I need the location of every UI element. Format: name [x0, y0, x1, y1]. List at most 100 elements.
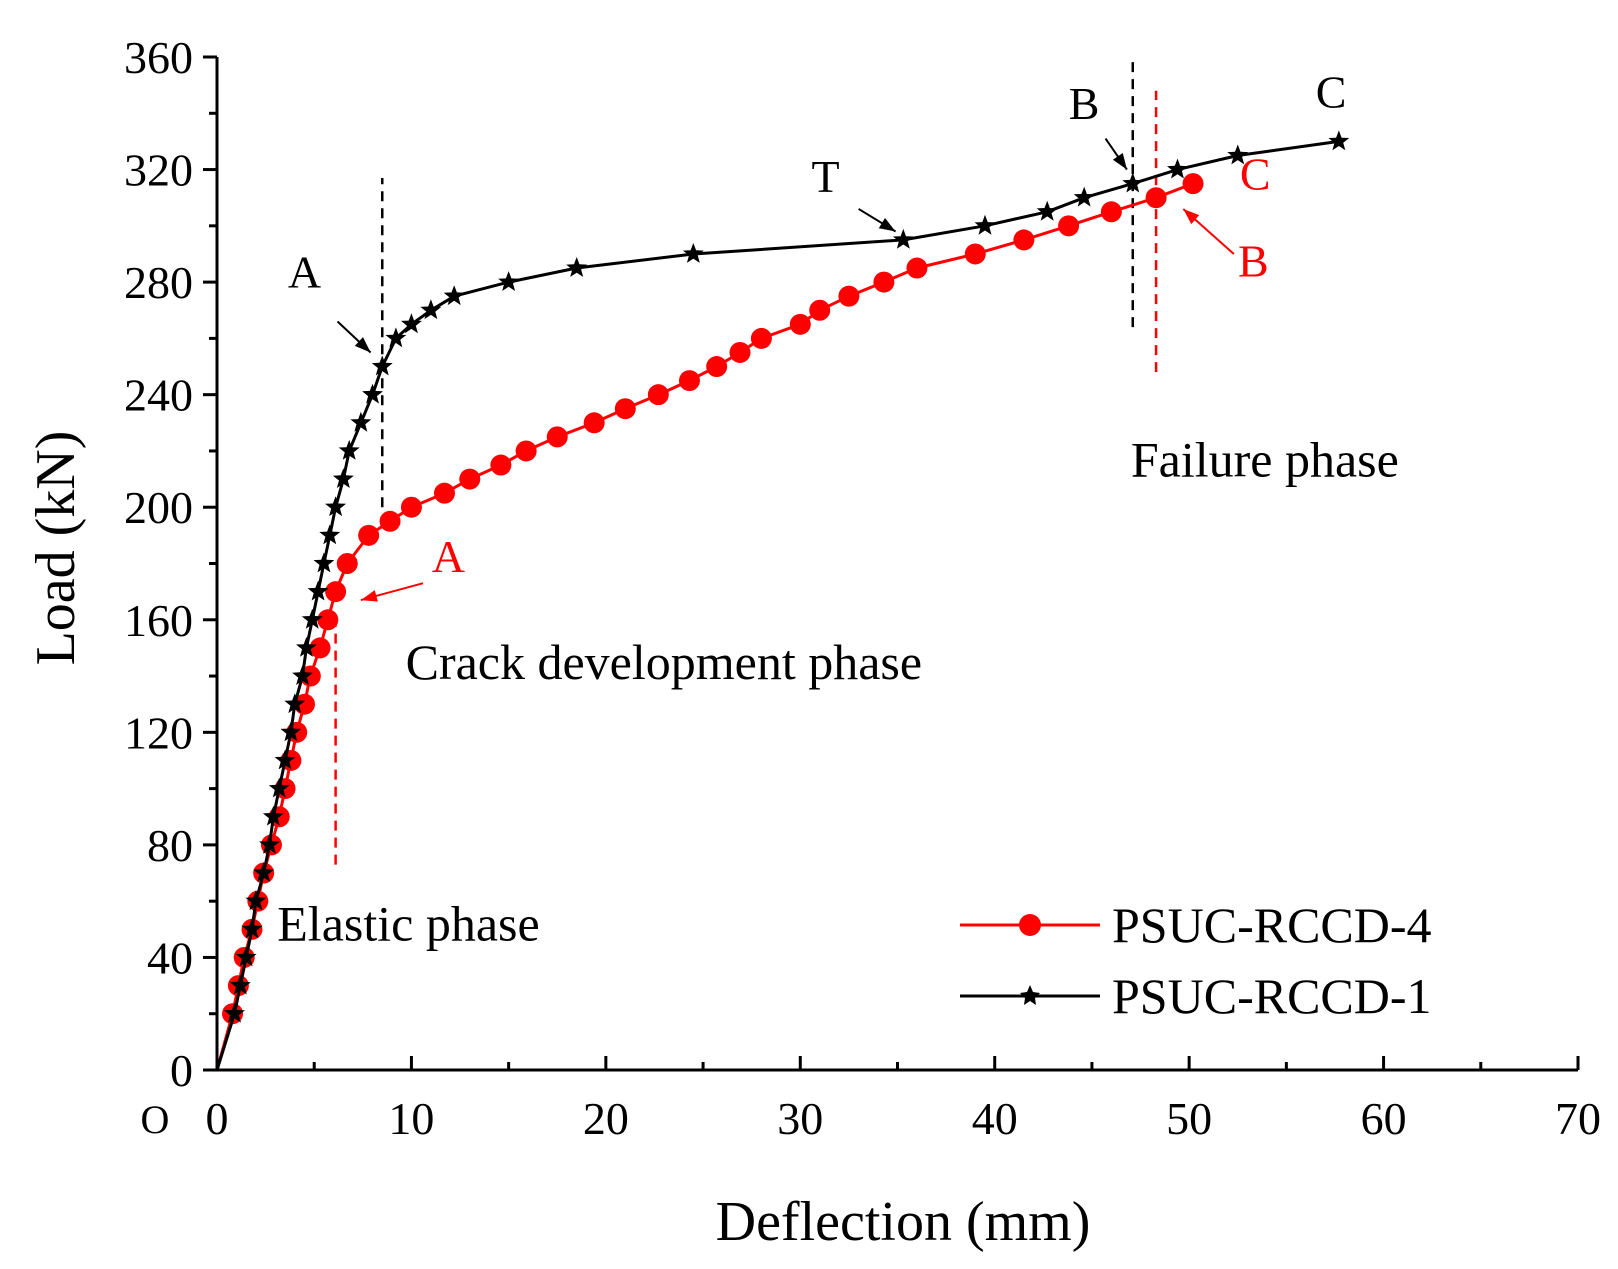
y-tick-label: 280 [124, 257, 193, 308]
data-point [433, 482, 455, 504]
data-point [262, 805, 284, 826]
data-point [750, 327, 772, 349]
legend: PSUC-RCCD-4 PSUC-RCCD-1 [960, 897, 1432, 1024]
data-point [974, 214, 996, 235]
x-tick-label: 0 [206, 1093, 229, 1144]
data-point [245, 890, 267, 911]
data-point [1227, 144, 1249, 165]
y-tick-label: 200 [124, 482, 193, 533]
data-point [1122, 172, 1144, 193]
data-point [682, 243, 704, 263]
y-tick-label: 40 [147, 932, 193, 983]
x-tick-label: 40 [972, 1093, 1018, 1144]
data-point [229, 974, 251, 995]
series-psuc-rccd-1 [215, 130, 1350, 1071]
data-point [317, 609, 339, 631]
data-point [1100, 201, 1122, 223]
legend-marker-circle [1019, 914, 1041, 936]
data-point [1182, 173, 1204, 195]
data-point [332, 468, 354, 488]
data-point [274, 749, 296, 770]
data-point [1073, 186, 1095, 207]
data-point [325, 496, 347, 517]
phase-label: Elastic phase [277, 896, 539, 952]
annotation-arrow-head [354, 337, 371, 353]
data-point [706, 356, 728, 378]
y-tick-label: 80 [147, 820, 193, 871]
data-point [301, 608, 323, 629]
data-point [385, 327, 407, 348]
series-layer [215, 130, 1350, 1071]
data-point [371, 355, 393, 376]
y-tick-label: 0 [170, 1045, 193, 1096]
x-tick-label: 10 [388, 1093, 434, 1144]
x-tick-label: 50 [1166, 1093, 1212, 1144]
data-point [809, 299, 831, 321]
data-point [401, 313, 422, 334]
data-point [336, 553, 358, 574]
y-tick-label: 120 [124, 707, 193, 758]
legend-label-psuc-rccd-1: PSUC-RCCD-1 [1112, 968, 1432, 1024]
data-point [338, 439, 360, 460]
data-point [490, 454, 512, 476]
data-point [566, 257, 588, 277]
data-point [420, 299, 442, 320]
data-point [892, 228, 914, 249]
legend-item-psuc-rccd-4: PSUC-RCCD-4 [960, 897, 1432, 953]
point-label: A [432, 531, 465, 582]
data-point [379, 510, 401, 532]
data-point [224, 1002, 245, 1023]
annotation-arrow-head [1183, 208, 1200, 225]
data-point [400, 496, 422, 518]
data-point [1036, 200, 1058, 221]
legend-label-psuc-rccd-4: PSUC-RCCD-4 [1112, 897, 1432, 953]
origin-label: O [141, 1097, 170, 1142]
data-point [280, 721, 302, 742]
reference-lines [334, 57, 1158, 865]
phase-label: Failure phase [1131, 431, 1399, 487]
data-point [350, 411, 372, 432]
point-label: C [1240, 148, 1271, 199]
data-point [906, 257, 928, 279]
data-point [838, 285, 860, 307]
annotation-arrow-head [1112, 152, 1127, 170]
data-point [964, 243, 986, 265]
data-point [1145, 187, 1167, 209]
data-point [268, 777, 290, 798]
data-point [1013, 229, 1035, 251]
data-point [253, 862, 275, 882]
x-tick-label: 20 [583, 1093, 629, 1144]
data-point [319, 524, 341, 545]
y-tick-label: 160 [124, 595, 193, 646]
data-point [583, 412, 605, 434]
data-point [647, 384, 669, 406]
x-tick-label: 60 [1361, 1093, 1407, 1144]
data-point [362, 383, 383, 404]
phase-label: Crack development phase [406, 634, 922, 690]
point-label: C [1316, 67, 1347, 118]
legend-marker-star [1020, 985, 1040, 1005]
data-point [1167, 158, 1188, 179]
data-point [1328, 130, 1350, 151]
data-point [284, 693, 306, 714]
data-point [789, 313, 811, 335]
data-point [873, 271, 895, 293]
y-axis-label: Load (kN) [25, 431, 87, 666]
annotation-arrow-head [360, 590, 378, 602]
data-point [296, 636, 317, 657]
y-tick-label: 240 [124, 370, 193, 421]
data-point [292, 665, 313, 685]
x-tick-label: 70 [1555, 1093, 1601, 1144]
data-point [498, 271, 520, 291]
data-point [459, 468, 481, 490]
data-point [307, 580, 329, 601]
y-tick-label: 320 [124, 145, 193, 196]
data-point [259, 833, 280, 854]
data-point [443, 285, 465, 306]
data-point [235, 946, 257, 967]
point-label: T [812, 151, 840, 202]
annotation-arrow-head [878, 218, 896, 232]
